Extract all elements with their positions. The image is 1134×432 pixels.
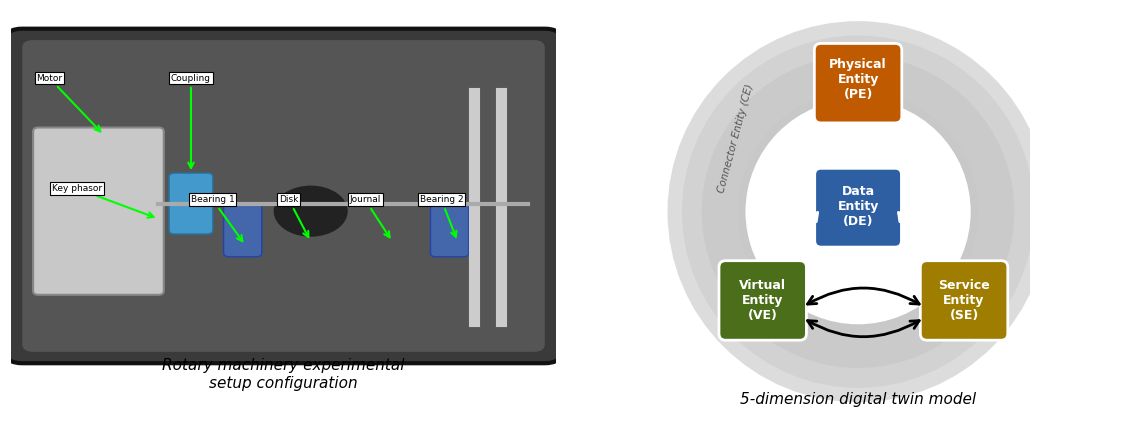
Text: Coupling: Coupling xyxy=(171,73,211,168)
Circle shape xyxy=(272,184,349,238)
FancyBboxPatch shape xyxy=(814,44,902,123)
FancyBboxPatch shape xyxy=(223,203,262,257)
FancyBboxPatch shape xyxy=(169,173,213,234)
Text: Service
Entity
(SE): Service Entity (SE) xyxy=(938,279,990,322)
FancyBboxPatch shape xyxy=(33,127,163,295)
FancyBboxPatch shape xyxy=(719,260,806,340)
Text: Rotary machinery experimental
setup configuration: Rotary machinery experimental setup conf… xyxy=(162,359,405,391)
Circle shape xyxy=(702,55,1015,368)
Text: Disk: Disk xyxy=(279,195,308,237)
Text: 5-dimension digital twin model: 5-dimension digital twin model xyxy=(741,392,976,407)
Text: Connector Entity (CE): Connector Entity (CE) xyxy=(717,83,755,194)
Text: Key phasor: Key phasor xyxy=(51,184,153,218)
Text: Journal: Journal xyxy=(349,195,390,237)
FancyBboxPatch shape xyxy=(431,203,468,257)
Circle shape xyxy=(745,99,971,324)
FancyBboxPatch shape xyxy=(814,168,902,248)
Circle shape xyxy=(679,33,1036,391)
Text: Bearing 2: Bearing 2 xyxy=(420,195,463,237)
Text: Bearing 1: Bearing 1 xyxy=(191,195,243,241)
FancyBboxPatch shape xyxy=(23,40,544,352)
Text: Virtual
Entity
(VE): Virtual Entity (VE) xyxy=(739,279,786,322)
FancyBboxPatch shape xyxy=(6,29,561,363)
Text: Physical
Entity
(PE): Physical Entity (PE) xyxy=(829,58,887,101)
Text: Motor: Motor xyxy=(36,73,100,131)
FancyBboxPatch shape xyxy=(921,260,1008,340)
Text: Data
Entity
(DE): Data Entity (DE) xyxy=(837,185,879,228)
Text: WEG: WEG xyxy=(50,115,71,124)
